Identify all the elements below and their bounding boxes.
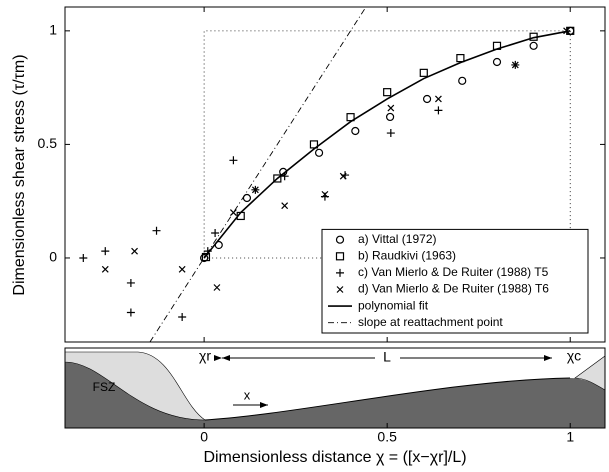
marker-plus (211, 228, 220, 237)
legend-box (321, 228, 589, 334)
marker-square (273, 174, 282, 183)
marker-plus (229, 156, 238, 165)
chi-r-label: χr (199, 348, 211, 364)
legend-label: a) Vittal (1972) (358, 232, 437, 246)
marker-square (419, 68, 428, 77)
fsz-region (64, 351, 207, 421)
marker-circle (351, 126, 360, 136)
marker-cross (101, 265, 109, 273)
marker-cross (511, 61, 519, 69)
legend-label: d) Van Mierlo & De Ruiter (1988) T6 (358, 282, 549, 296)
marker-circle (458, 76, 467, 85)
x-label-sketch: x (244, 387, 251, 402)
legend-label: polynomial fit (358, 298, 429, 312)
x-tick-label: 1 (566, 429, 574, 445)
ground (65, 362, 605, 428)
legend-marker (336, 268, 344, 277)
marker-cross (178, 265, 186, 273)
marker-square (201, 252, 211, 262)
legend-marker (335, 235, 345, 244)
marker-cross (281, 202, 289, 210)
bed-profile (204, 377, 571, 421)
marker-circle (529, 41, 538, 50)
marker-plus (126, 308, 135, 317)
marker-square (383, 88, 392, 97)
marker-cross (229, 209, 237, 216)
marker-square (309, 140, 319, 149)
marker-circle (492, 57, 502, 67)
fsz-label: FSZ (93, 380, 116, 394)
series-line (203, 30, 571, 259)
marker-cross (387, 104, 395, 112)
marker-circle (422, 94, 432, 104)
legend-label: slope at reattachment point (358, 315, 503, 329)
marker-square (346, 113, 355, 122)
length-label: L (383, 349, 391, 365)
marker-cross (434, 95, 442, 103)
marker-plus (126, 278, 135, 287)
y-tick-label: 0 (49, 249, 57, 265)
x-axis-label: Dimensionless distance χ = ([x−χr]/L) (203, 449, 466, 466)
marker-cross (131, 247, 138, 255)
marker-circle (242, 193, 252, 203)
marker-cross (251, 186, 259, 194)
chi-c-label: χc (567, 348, 581, 364)
legend-label: c) Van Mierlo & De Ruiter (1988) T5 (358, 265, 549, 279)
legend-label: b) Raudkivi (1963) (358, 248, 456, 262)
marker-plus (434, 106, 443, 115)
legend-marker (336, 286, 344, 293)
marker-plus (178, 313, 187, 322)
y-axis-label: Dimensionless shear stress (τ/τm) (11, 54, 28, 295)
marker-circle (385, 112, 395, 122)
series-line (149, 6, 367, 343)
marker-plus (101, 247, 110, 256)
x-tick-label: 0.5 (377, 429, 397, 445)
legend-marker (335, 252, 345, 261)
y-tick-label: 1 (49, 22, 57, 38)
marker-square (456, 54, 465, 63)
y-tick-label: 0.5 (38, 135, 58, 151)
marker-cross (213, 284, 221, 291)
marker-circle (200, 253, 209, 263)
marker-cross (339, 172, 347, 180)
marker-plus (386, 129, 395, 138)
marker-plus (152, 226, 161, 235)
x-tick-label: 0 (200, 429, 208, 445)
marker-plus (79, 253, 88, 262)
marker-circle (314, 148, 324, 157)
marker-cross (321, 190, 329, 198)
sketch-frame (64, 347, 606, 429)
